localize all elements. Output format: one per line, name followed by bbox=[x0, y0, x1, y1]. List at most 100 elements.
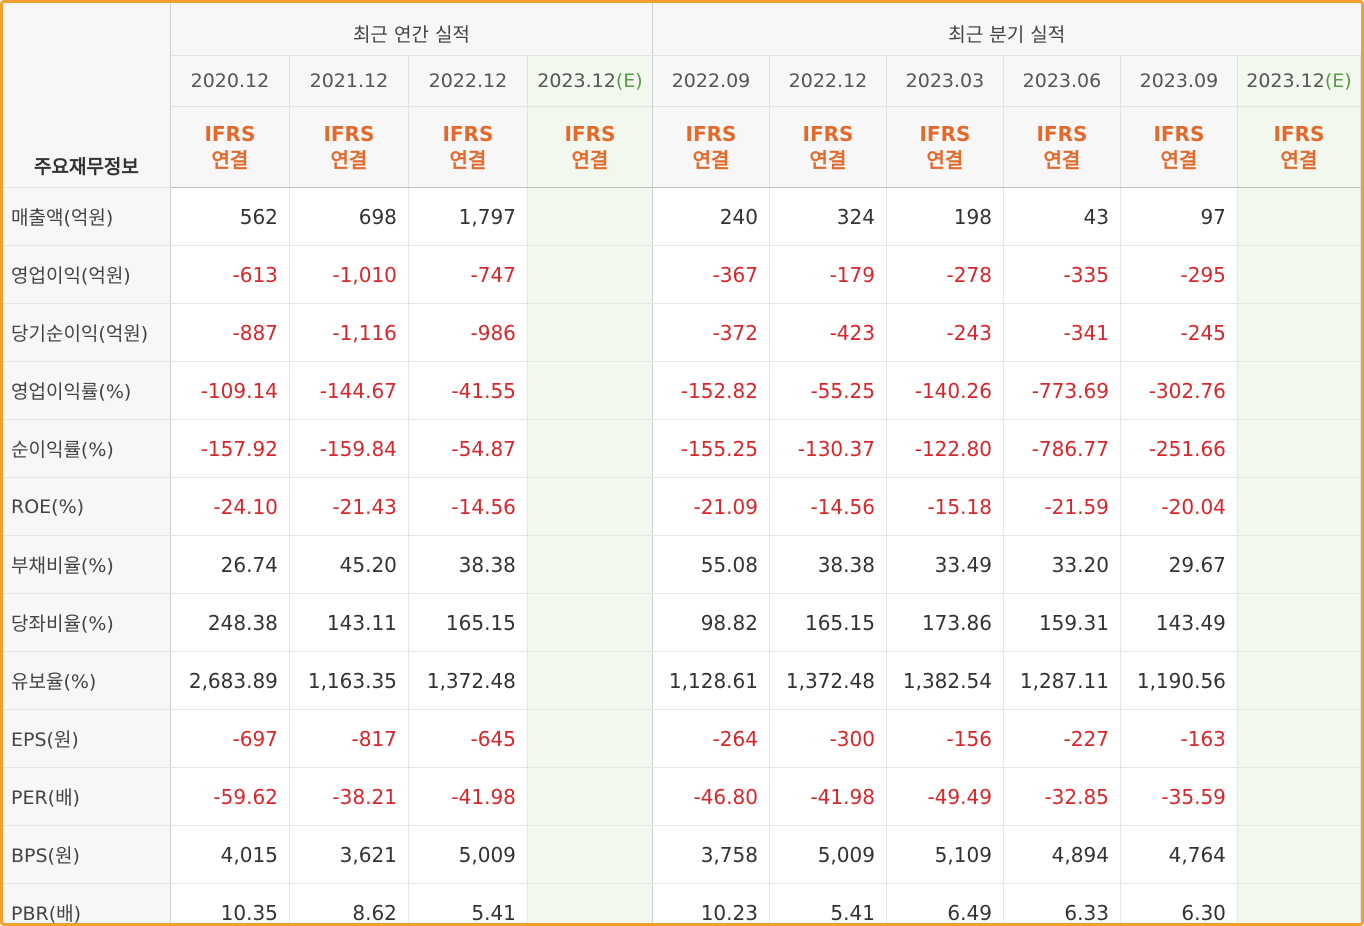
value-cell: 43 bbox=[1003, 187, 1121, 246]
value-cell: -159.84 bbox=[289, 419, 409, 478]
value-cell: 240 bbox=[652, 187, 770, 246]
period-label: 2022.09 bbox=[671, 70, 751, 92]
period-label: 2023.09 bbox=[1139, 70, 1219, 92]
value-cell: -613 bbox=[170, 245, 290, 304]
standard-header: IFRS 연결 bbox=[769, 106, 887, 188]
value-cell: -335 bbox=[1003, 245, 1121, 304]
standard-header: IFRS 연결 bbox=[289, 106, 409, 188]
value-cell: -24.10 bbox=[170, 477, 290, 536]
period-label: 2022.12 bbox=[788, 70, 868, 92]
value-cell: 698 bbox=[289, 187, 409, 246]
value-cell: 10.35 bbox=[170, 883, 290, 923]
label-column-header: 주요재무정보 bbox=[3, 3, 171, 188]
value-cell: -645 bbox=[408, 709, 528, 768]
table-row: 순이익률(%) -157.92 -159.84 -54.87 -155.25 -130.3… bbox=[3, 419, 1361, 478]
value-cell: -817 bbox=[289, 709, 409, 768]
quarter-group-header: 최근 분기 실적 bbox=[652, 3, 1361, 56]
value-cell bbox=[527, 187, 653, 246]
value-cell: 4,015 bbox=[170, 825, 290, 884]
value-cell: 1,287.11 bbox=[1003, 651, 1121, 710]
standard-line2: 연결 bbox=[330, 148, 368, 172]
value-cell: -302.76 bbox=[1120, 361, 1238, 420]
value-cell: 165.15 bbox=[769, 593, 887, 652]
value-cell: 248.38 bbox=[170, 593, 290, 652]
table-row: 부채비율(%) 26.74 45.20 38.38 55.08 38.38 33.49 33.… bbox=[3, 535, 1361, 594]
value-cell: -49.49 bbox=[886, 767, 1004, 826]
value-cell bbox=[1237, 825, 1361, 884]
value-cell: 97 bbox=[1120, 187, 1238, 246]
value-cell: -155.25 bbox=[652, 419, 770, 478]
period-header: 2023.12(E) bbox=[527, 55, 653, 107]
value-cell: -295 bbox=[1120, 245, 1238, 304]
value-cell: 3,621 bbox=[289, 825, 409, 884]
value-cell: 198 bbox=[886, 187, 1004, 246]
standard-header: IFRS 연결 bbox=[652, 106, 770, 188]
value-cell: -55.25 bbox=[769, 361, 887, 420]
standard-header: IFRS 연결 bbox=[1003, 106, 1121, 188]
value-cell: -21.43 bbox=[289, 477, 409, 536]
period-header: 2023.12(E) bbox=[1237, 55, 1361, 107]
value-cell: -21.09 bbox=[652, 477, 770, 536]
row-label: 유보율(%) bbox=[3, 651, 171, 710]
value-cell bbox=[1237, 883, 1361, 923]
standard-line1: IFRS bbox=[564, 122, 616, 146]
table-row: 영업이익률(%) -109.14 -144.67 -41.55 -152.82 -55.2… bbox=[3, 361, 1361, 420]
standard-header: IFRS 연결 bbox=[527, 106, 653, 188]
value-cell: 26.74 bbox=[170, 535, 290, 594]
value-cell bbox=[1237, 303, 1361, 362]
value-cell: -251.66 bbox=[1120, 419, 1238, 478]
value-cell bbox=[527, 709, 653, 768]
standard-line1: IFRS bbox=[204, 122, 256, 146]
value-cell bbox=[1237, 187, 1361, 246]
standard-line2: 연결 bbox=[571, 148, 609, 172]
row-label: 당기순이익(억원) bbox=[3, 303, 171, 362]
standard-line1: IFRS bbox=[802, 122, 854, 146]
value-cell: -122.80 bbox=[886, 419, 1004, 478]
row-label: 영업이익률(%) bbox=[3, 361, 171, 420]
standard-line2: 연결 bbox=[809, 148, 847, 172]
standard-line2: 연결 bbox=[1280, 148, 1318, 172]
standard-line2: 연결 bbox=[1043, 148, 1081, 172]
period-header: 2023.03 bbox=[886, 55, 1004, 107]
period-header: 2023.06 bbox=[1003, 55, 1121, 107]
value-cell: -887 bbox=[170, 303, 290, 362]
value-cell: -130.37 bbox=[769, 419, 887, 478]
value-cell: 33.20 bbox=[1003, 535, 1121, 594]
table-row: PBR(배) 10.35 8.62 5.41 10.23 5.41 6.49 6.33 6.30 bbox=[3, 883, 1361, 923]
table-row: ROE(%) -24.10 -21.43 -14.56 -21.09 -14.56 -15.… bbox=[3, 477, 1361, 536]
value-cell bbox=[1237, 477, 1361, 536]
value-cell: -15.18 bbox=[886, 477, 1004, 536]
value-cell bbox=[1237, 245, 1361, 304]
value-cell: -243 bbox=[886, 303, 1004, 362]
value-cell bbox=[1237, 709, 1361, 768]
financial-summary-table: 주요재무정보 최근 연간 실적 최근 분기 실적 2020.12 2021.12 2… bbox=[3, 3, 1361, 923]
estimate-mark: (E) bbox=[615, 70, 643, 92]
value-cell: 1,382.54 bbox=[886, 651, 1004, 710]
period-header: 2022.09 bbox=[652, 55, 770, 107]
table-row: 유보율(%) 2,683.89 1,163.35 1,372.48 1,128.61 1,… bbox=[3, 651, 1361, 710]
period-label: 2022.12 bbox=[428, 70, 508, 92]
standard-header-row: IFRS 연결 IFRS 연결 IFRS 연결 IFRS 연결 IFRS 연결 IFRS 연결 IFRS… bbox=[3, 106, 1361, 188]
value-cell: 1,128.61 bbox=[652, 651, 770, 710]
value-cell: -41.55 bbox=[408, 361, 528, 420]
value-cell: 5,009 bbox=[769, 825, 887, 884]
value-cell: 45.20 bbox=[289, 535, 409, 594]
value-cell: -245 bbox=[1120, 303, 1238, 362]
value-cell: 6.30 bbox=[1120, 883, 1238, 923]
period-header: 2023.09 bbox=[1120, 55, 1238, 107]
value-cell: -54.87 bbox=[408, 419, 528, 478]
standard-header: IFRS 연결 bbox=[1120, 106, 1238, 188]
standard-line1: IFRS bbox=[1153, 122, 1205, 146]
value-cell: 3,758 bbox=[652, 825, 770, 884]
value-cell: 1,163.35 bbox=[289, 651, 409, 710]
value-cell: -157.92 bbox=[170, 419, 290, 478]
value-cell: -152.82 bbox=[652, 361, 770, 420]
value-cell bbox=[527, 245, 653, 304]
value-cell: -227 bbox=[1003, 709, 1121, 768]
value-cell: 143.11 bbox=[289, 593, 409, 652]
value-cell: -423 bbox=[769, 303, 887, 362]
value-cell: 5.41 bbox=[408, 883, 528, 923]
value-cell: 1,372.48 bbox=[769, 651, 887, 710]
value-cell bbox=[527, 825, 653, 884]
standard-line1: IFRS bbox=[1273, 122, 1325, 146]
